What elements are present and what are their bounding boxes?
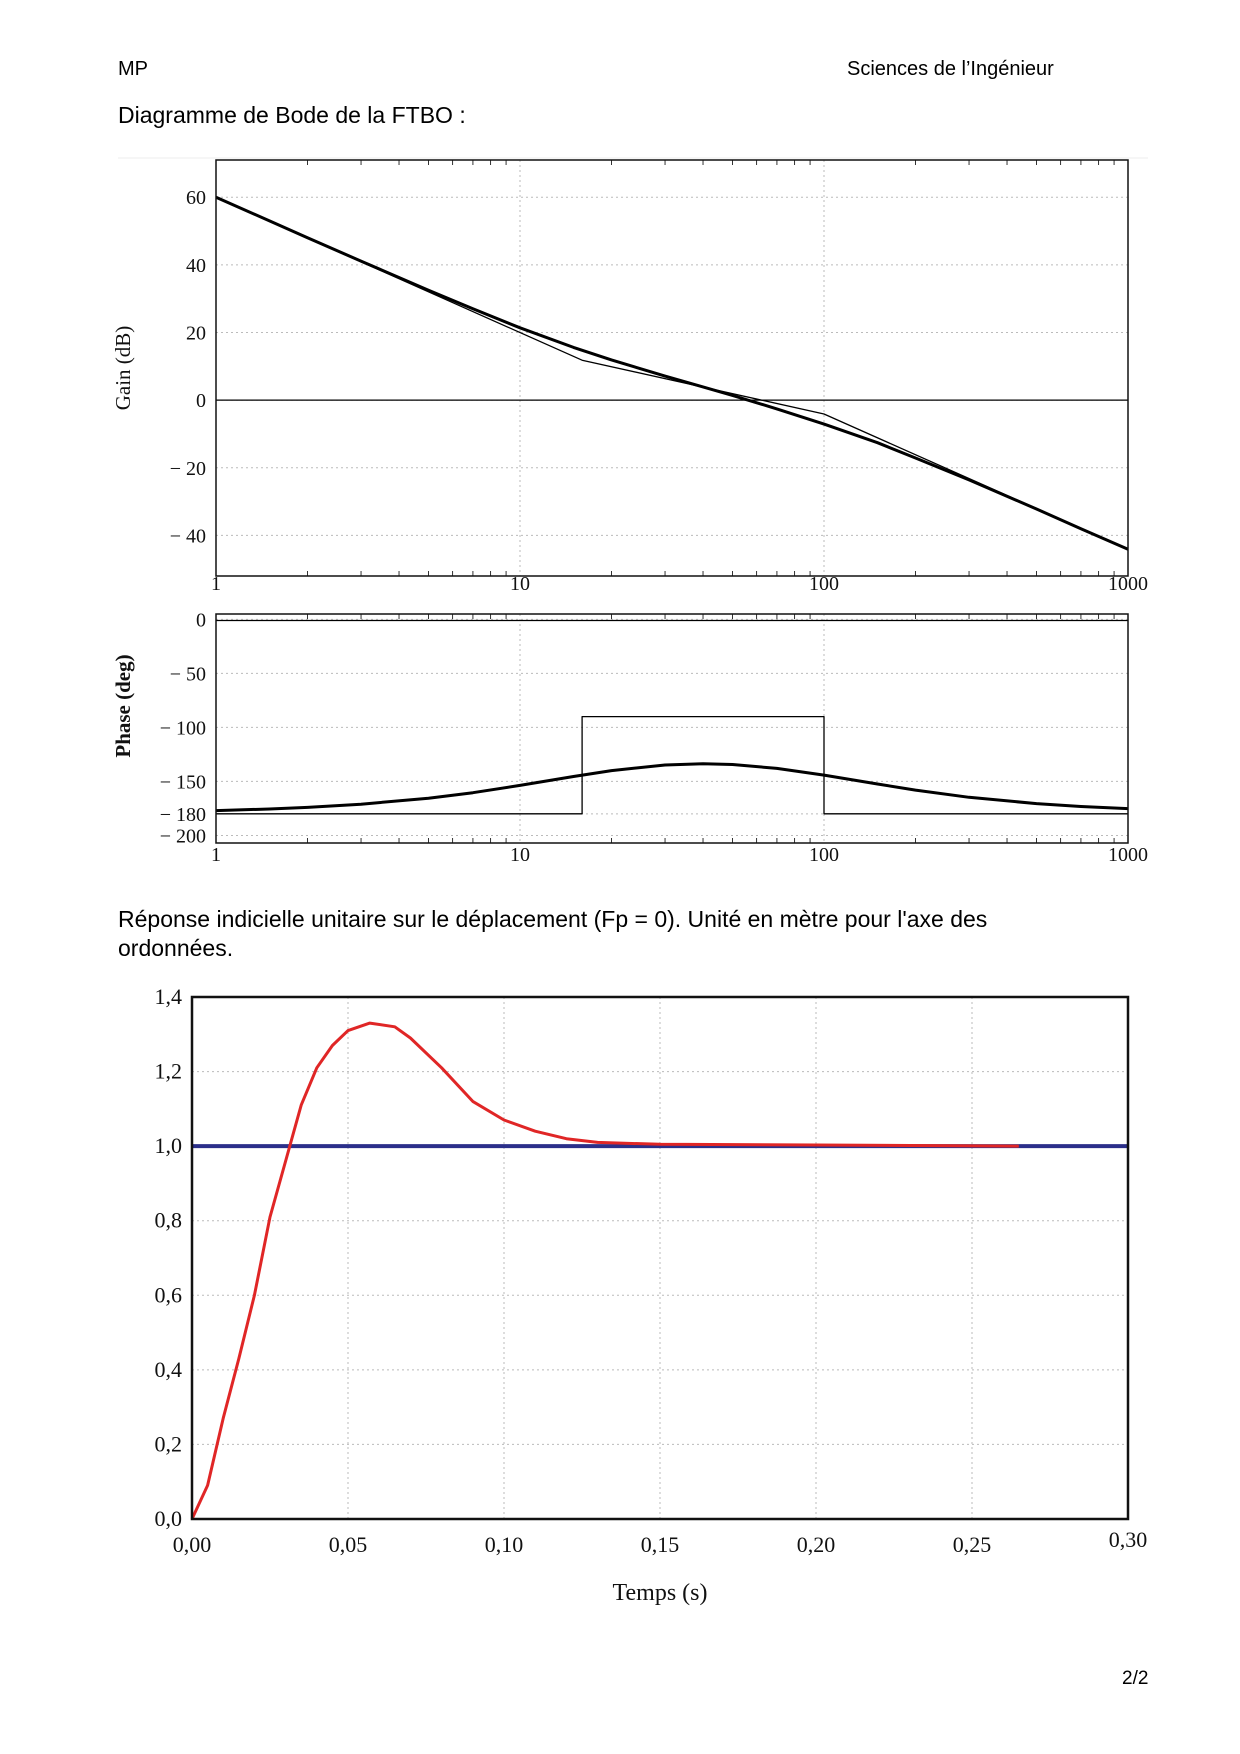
y-axis-label: Gain (dB) <box>111 326 135 411</box>
x-tick-label: 1 <box>211 573 221 595</box>
y-tick-label: − 40 <box>170 525 206 547</box>
y-tick-label: 60 <box>186 187 206 209</box>
y-tick-label: 0 <box>196 390 206 412</box>
header-right: Sciences de l’Ingénieur <box>847 58 1054 80</box>
y-tick-label: 0,6 <box>155 1282 183 1307</box>
x-tick-label: 0,25 <box>953 1532 992 1557</box>
x-tick-label: 1 <box>211 844 221 866</box>
x-tick-label: 1000 <box>1108 844 1148 866</box>
plot-frame <box>215 613 1129 844</box>
y-axis-label: Phase (deg) <box>111 654 135 757</box>
x-tick-label: 10 <box>510 573 530 595</box>
y-tick-label: − 200 <box>160 825 206 847</box>
y-tick-label: − 50 <box>170 663 206 685</box>
plot-frame <box>215 159 1129 577</box>
y-tick-label: 1,2 <box>155 1059 183 1084</box>
x-tick-label: 0,15 <box>641 1532 680 1557</box>
y-tick-label: − 20 <box>170 458 206 480</box>
y-tick-label: 0,0 <box>155 1506 183 1531</box>
y-tick-label: 20 <box>186 322 206 344</box>
section-title-step-line1: Réponse indicielle unitaire sur le dépla… <box>118 906 988 932</box>
x-tick-label: 0,20 <box>797 1532 836 1557</box>
header-left: MP <box>118 58 148 80</box>
x-tick-label: 10 <box>510 844 530 866</box>
series-gain <box>215 195 1129 551</box>
plot-frame <box>190 995 1130 1521</box>
x-tick-label: 0,10 <box>485 1532 524 1557</box>
x-tick-label: 0,00 <box>173 1532 212 1557</box>
y-tick-label: − 150 <box>160 771 206 793</box>
y-tick-label: 0,4 <box>155 1357 183 1382</box>
y-tick-label: − 100 <box>160 717 206 739</box>
series-reponse <box>190 1021 1019 1520</box>
x-tick-label: 0,05 <box>329 1532 368 1557</box>
chart-0: 60 40 20 0 − 20 − 40 1 10 100 1000 Gain (dB) <box>111 159 1148 595</box>
series-phase <box>215 762 1129 813</box>
series-asymptote <box>215 196 1129 550</box>
section-title-bode: Diagramme de Bode de la FTBO : <box>118 102 466 128</box>
y-tick-label: 1,4 <box>155 984 183 1009</box>
y-tick-label: 0,8 <box>155 1208 183 1233</box>
y-tick-label: 0 <box>196 609 206 631</box>
series-asymptote <box>216 715 1128 815</box>
x-tick-label: 100 <box>809 844 839 866</box>
chart-2: 0,0 0,2 0,4 0,6 0,8 1,0 1,2 1,4 0,00 0,05 0,10 0,15… <box>155 984 1148 1606</box>
x-tick-label: 1000 <box>1108 573 1148 595</box>
y-tick-label: 0,2 <box>155 1431 183 1456</box>
x-tick-label: 0,30 <box>1109 1527 1148 1552</box>
section-title-step-line2: ordonnées. <box>118 935 234 961</box>
y-tick-label: 1,0 <box>155 1133 183 1158</box>
page-number: 2/2 <box>1122 1668 1149 1689</box>
y-tick-label: 40 <box>186 255 206 277</box>
y-tick-label: − 180 <box>160 804 206 826</box>
x-axis-label: Temps (s) <box>613 1580 708 1606</box>
x-tick-label: 100 <box>809 573 839 595</box>
